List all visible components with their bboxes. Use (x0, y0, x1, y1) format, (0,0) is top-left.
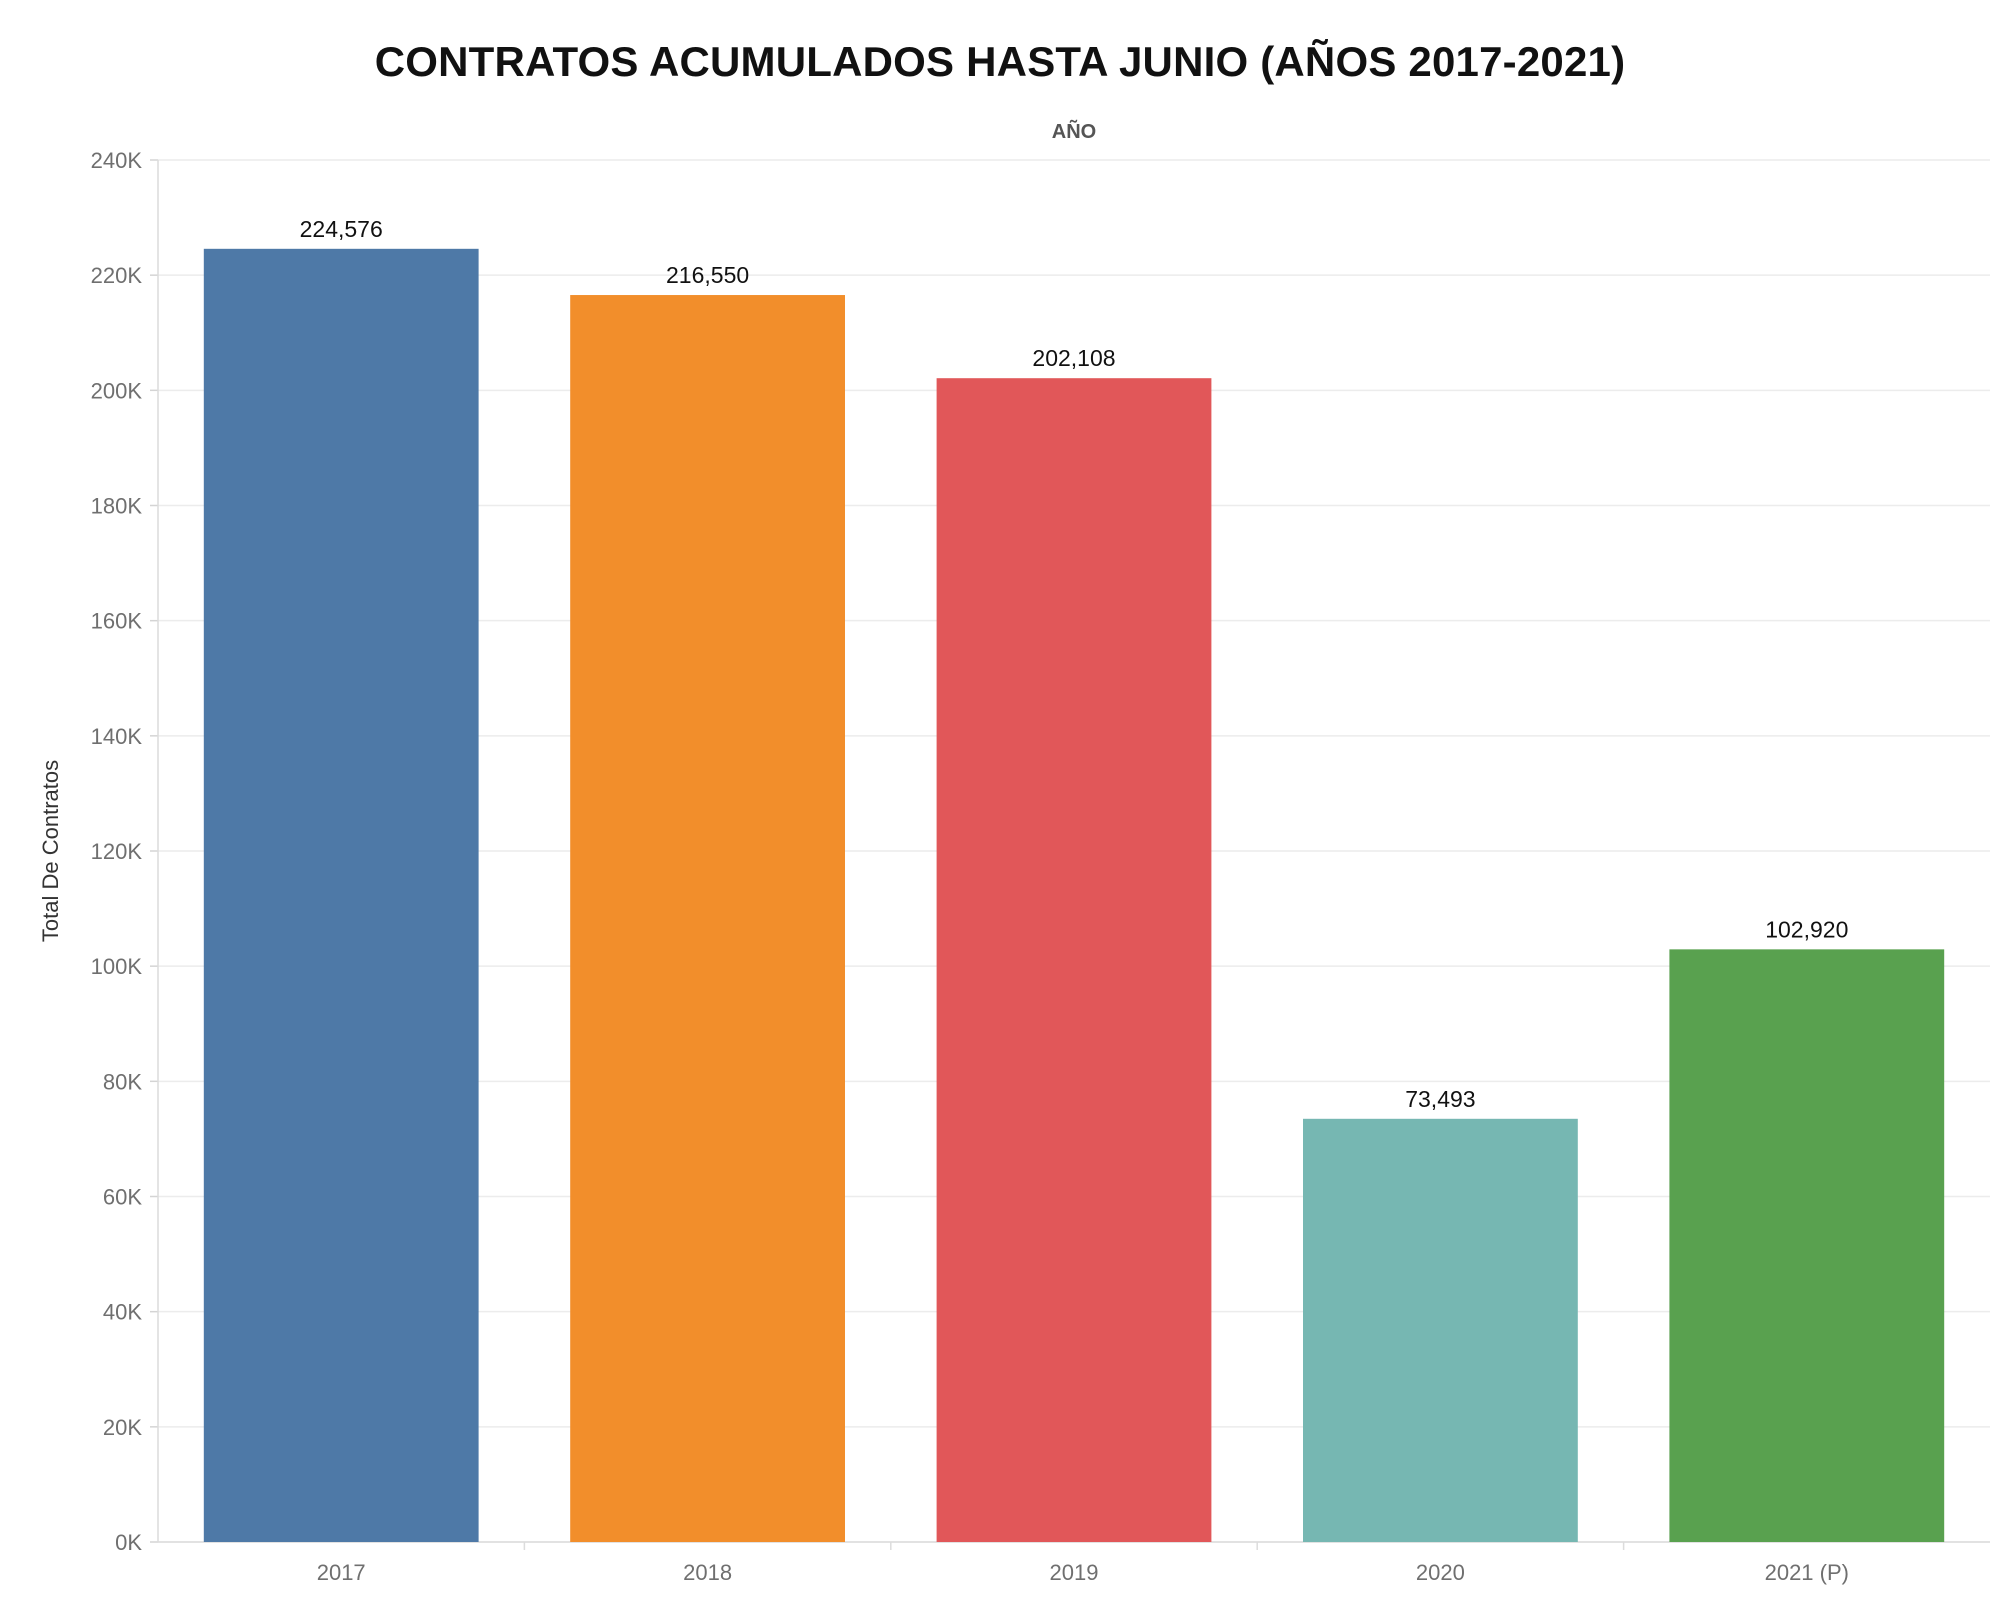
y-tick-label: 160K (91, 609, 143, 634)
y-tick-label: 220K (91, 263, 143, 288)
x-tick-label: 2019 (1050, 1560, 1099, 1585)
column-header: AÑO (1052, 120, 1096, 143)
data-label: 102,920 (1765, 916, 1848, 942)
y-tick-label: 20K (103, 1415, 142, 1440)
y-tick-label: 100K (91, 954, 143, 979)
data-label: 202,108 (1032, 345, 1115, 371)
x-tick-label: 2020 (1416, 1560, 1465, 1585)
y-tick-label: 60K (103, 1185, 142, 1210)
bar-2019 (936, 378, 1212, 1542)
labels: 224,576 2017 216,550 2018 202,108 2019 73,493 2… (300, 216, 1849, 1585)
bar-2020 (1303, 1118, 1578, 1542)
y-tick-label: 120K (91, 839, 143, 864)
data-label: 216,550 (666, 262, 749, 288)
data-label: 224,576 (300, 216, 383, 242)
y-tick-label: 140K (91, 724, 143, 749)
y-tick-label: 40K (103, 1300, 142, 1325)
y-tick-label: 200K (91, 378, 143, 403)
bar-2021P (1669, 949, 1945, 1542)
y-tick-label: 80K (103, 1069, 142, 1094)
y-tick-label: 240K (91, 148, 143, 173)
x-tick-label: 2021 (P) (1765, 1560, 1849, 1585)
bar-2017 (203, 248, 479, 1542)
data-label: 73,493 (1405, 1086, 1475, 1112)
y-axis-title: Total De Contratos (38, 760, 63, 942)
bars (203, 248, 1945, 1542)
y-tick-label: 0K (115, 1530, 142, 1555)
bar-2018 (570, 295, 845, 1542)
axes: 0K 20K 40K 60K 80K 100K 120K 140K 160K 180K 200K 22… (38, 120, 1990, 1555)
x-tick-label: 2017 (317, 1560, 366, 1585)
x-tick-label: 2018 (683, 1560, 732, 1585)
y-tick-label: 180K (91, 494, 143, 519)
chart-title: CONTRATOS ACUMULADOS HASTA JUNIO (AÑOS 2… (374, 38, 1626, 85)
